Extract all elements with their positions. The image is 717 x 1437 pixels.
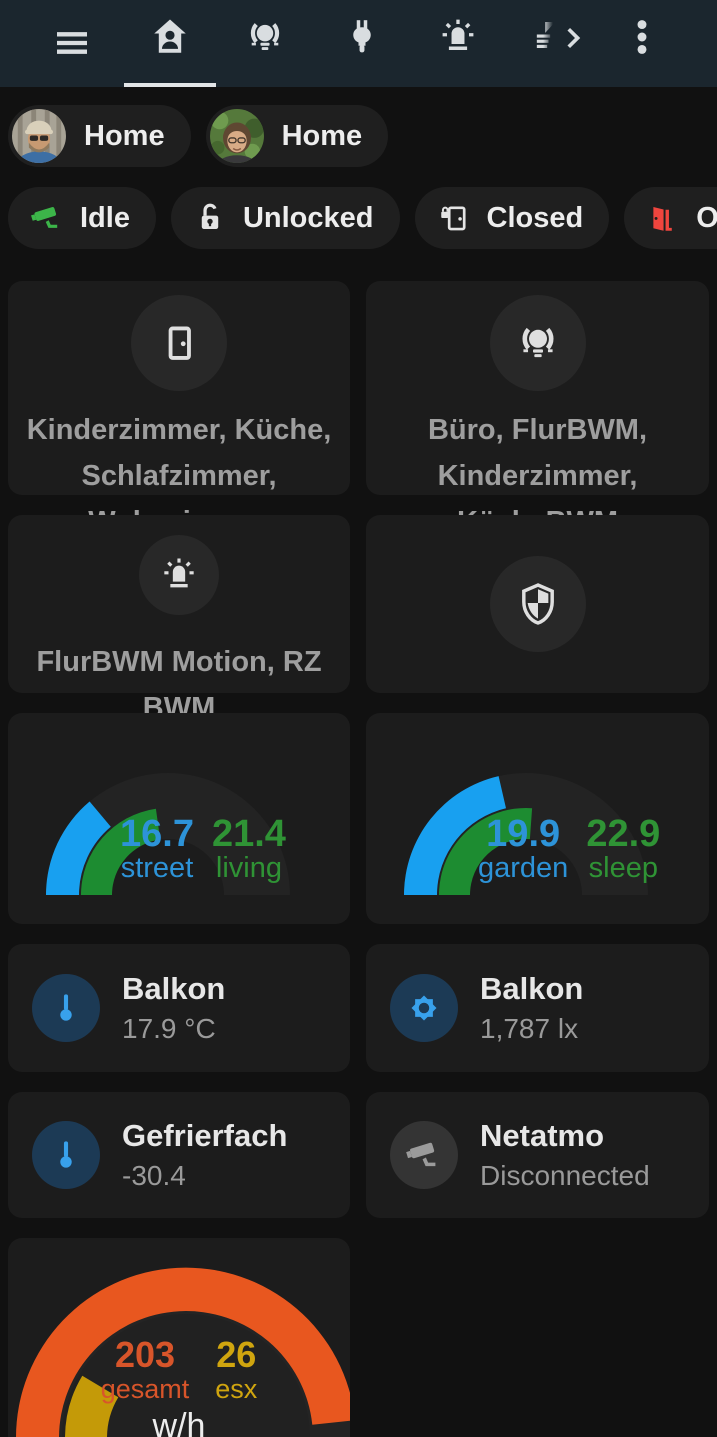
chip-label: Unlocked	[242, 201, 374, 234]
icon-circle	[131, 295, 227, 391]
card-grid: Kinderzimmer, Küche, Schlafzimmer, Wohnz…	[8, 281, 709, 1437]
lock-open-icon	[200, 203, 220, 231]
tab-home[interactable]	[149, 16, 191, 58]
tab-covers-partial[interactable]	[531, 17, 553, 59]
gauge-value: 26	[216, 1334, 257, 1375]
avatar	[209, 109, 264, 163]
sensor-card-balkon-lux[interactable]: Balkon 1,787 lx	[366, 944, 709, 1072]
person-chip-row: Home Home	[8, 105, 709, 167]
person-chip[interactable]: Home	[205, 105, 389, 167]
thermometer-icon	[60, 994, 72, 1021]
gauge-unit: w/h	[152, 1407, 206, 1437]
gauge-label: street	[120, 852, 194, 884]
sensor-card-gefrierfach[interactable]: Gefrierfach -30.4	[8, 1092, 350, 1218]
gauge-label: esx	[215, 1374, 258, 1404]
gauge-value: 22.9	[586, 813, 661, 855]
gauge-label: sleep	[588, 852, 658, 884]
sensor-badge	[32, 1121, 100, 1189]
gauge-arcs	[404, 773, 648, 895]
sensor-title: Netatmo	[480, 1118, 605, 1153]
power-gauge-card[interactable]: 203 gesamt 26 esx w/h	[8, 1238, 350, 1437]
active-tab-indicator	[124, 83, 216, 87]
gauge-label: garden	[478, 852, 569, 884]
chip-lock-unlocked[interactable]: Unlocked	[170, 187, 400, 249]
gauge-label: gesamt	[100, 1374, 190, 1404]
lights-summary-card[interactable]: Büro, FlurBWM, Kinderzimmer, KücheBWM	[366, 281, 709, 538]
temperature-gauge-card-left[interactable]: 16.7 street 21.4 living	[8, 713, 350, 924]
gauge-values: 19.9 garden 22.9 sleep	[478, 813, 660, 883]
tab-lights[interactable]	[244, 16, 286, 58]
gauge-value: 203	[114, 1334, 176, 1375]
sensor-badge	[390, 974, 458, 1042]
door-closed-icon	[168, 326, 191, 360]
sensor-title: Balkon	[480, 971, 584, 1006]
windows-summary-card[interactable]: Kinderzimmer, Küche, Schlafzimmer, Wohnz…	[8, 281, 350, 538]
sensor-title: Balkon	[122, 971, 226, 1006]
gauge-arcs	[45, 773, 290, 895]
chevron-right-icon[interactable]	[557, 21, 591, 55]
person-chip-label: Home	[281, 119, 363, 152]
shield-checkered-icon	[521, 583, 554, 625]
sensor-card-balkon-temp[interactable]: Balkon 17.9 °C	[8, 944, 350, 1072]
thermometer-icon	[60, 1141, 72, 1168]
alarm-panel-card[interactable]	[366, 515, 709, 693]
sensor-value: Disconnected	[480, 1160, 650, 1191]
sensor-value: -30.4	[122, 1160, 186, 1191]
gauge-values: 16.7 street 21.4 living	[120, 813, 286, 883]
app-header	[0, 0, 717, 87]
gauge-values: 203 gesamt 26 esx w/h	[8, 1336, 350, 1437]
icon-circle	[489, 295, 586, 391]
motion-summary-card[interactable]: FlurBWM Motion, RZ BWM	[8, 515, 350, 724]
chip-label: Idle	[80, 201, 130, 234]
sensor-title: Gefrierfach	[122, 1118, 288, 1153]
overflow-menu-button[interactable]	[621, 16, 663, 58]
chip-door-open[interactable]: Open	[624, 187, 717, 249]
gauge-arcs	[16, 1267, 350, 1437]
tab-plugs[interactable]	[341, 16, 383, 58]
sensor-badge	[32, 974, 100, 1042]
door-closed-lock-icon	[439, 206, 466, 231]
alarm-light-icon	[162, 556, 196, 589]
sensor-value: 1,787 lx	[480, 1013, 579, 1044]
brightness-icon	[411, 995, 437, 1021]
icon-circle	[489, 556, 586, 652]
chip-label: Open	[696, 201, 717, 234]
woman-photo-avatar	[209, 109, 264, 163]
sensor-badge	[390, 1121, 458, 1189]
gauge-value: 19.9	[486, 813, 561, 855]
gauge-value: 21.4	[211, 813, 286, 855]
sensor-card-netatmo[interactable]: Netatmo Disconnected	[366, 1092, 709, 1218]
gauge-label: living	[215, 852, 282, 884]
person-chip[interactable]: Home	[8, 105, 191, 167]
icon-circle	[139, 535, 219, 615]
man-photo-avatar	[12, 109, 66, 163]
avatar	[12, 109, 66, 163]
cctv-icon	[405, 1142, 436, 1167]
tab-sirens[interactable]	[437, 16, 479, 58]
door-open-icon	[653, 206, 672, 231]
cctv-icon	[30, 206, 58, 228]
chip-motion-idle[interactable]: Idle	[8, 187, 156, 249]
hamburger-menu-icon[interactable]	[52, 23, 92, 63]
blinds-icon	[536, 22, 553, 48]
gauge-value: 16.7	[120, 813, 194, 855]
state-chip-row: Idle Unlocked Closed Open	[8, 187, 717, 249]
chip-door-closed[interactable]: Closed	[414, 187, 610, 249]
person-chip-label: Home	[84, 119, 165, 152]
chip-label: Closed	[486, 201, 584, 234]
lightbulb-group-icon	[515, 320, 561, 366]
sensor-value: 17.9 °C	[122, 1013, 216, 1044]
temperature-gauge-card-right[interactable]: 19.9 garden 22.9 sleep	[366, 713, 709, 924]
